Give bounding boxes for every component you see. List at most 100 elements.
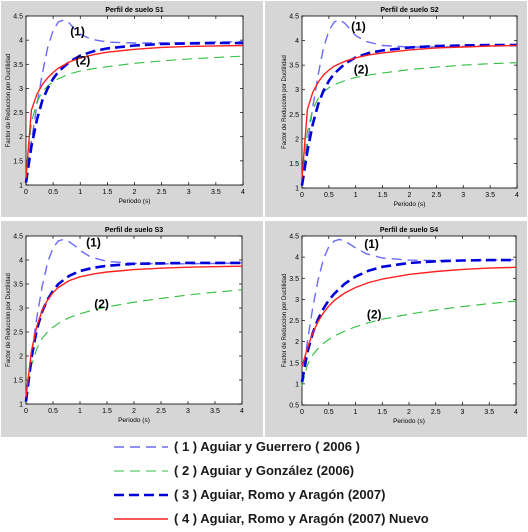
chart-panel-4: 0 0.5 1 1.5 2 2.5 3 3.5 40.511.522.533.544.5Perf… (282, 227, 518, 425)
legend-swatch-4 (114, 518, 168, 520)
series-line-2 (301, 300, 517, 387)
y-tick-label: 2 (19, 134, 23, 141)
x-tick-label: 0 (300, 192, 304, 199)
legend-label-1: ( 1 ) Aguiar y Guerrero ( 2006 ) (174, 439, 360, 454)
chart-panel-3: 0 0.5 1 1.5 2 2.5 3 3.5 4 1 1.5 2 2.5 3 3.5 4 4.5 Perfil … (6, 227, 244, 424)
plot-area (301, 235, 517, 406)
x-tick-label: 3.5 (211, 189, 221, 196)
chart-title: Perfil de suelo S1 (105, 7, 163, 14)
x-tick-label: 0 (24, 408, 28, 415)
series-line-3 (300, 258, 516, 383)
plot-area (301, 15, 518, 189)
x-tick-label: 0.5 (324, 409, 334, 416)
annotation-1: (1) (364, 237, 379, 251)
series-line-3 (300, 43, 517, 186)
x-tick-label: 1 (78, 408, 82, 415)
annotation-2: (2) (76, 53, 91, 67)
series-line-4 (301, 266, 517, 368)
x-tick-label: 2.5 (157, 189, 167, 196)
x-tick-label: 2 (408, 192, 412, 199)
series-line-1 (25, 238, 243, 402)
x-tick-label: 1 (78, 189, 82, 196)
x-tick-label: 3 (187, 189, 191, 196)
x-tick-label: 1.5 (378, 192, 388, 199)
y-tick-label: 2 (19, 354, 23, 361)
y-tick-label: 3 (19, 306, 23, 313)
legend-swatch-1 (114, 446, 168, 448)
series-line-3 (24, 41, 243, 183)
x-axis-label: Periodo (s) (393, 418, 425, 425)
legend-entry-1: ( 1 ) Aguiar y Guerrero ( 2006 ) (112, 436, 522, 460)
x-tick-label: 4 (514, 409, 518, 416)
x-tick-label: 0.5 (48, 408, 58, 415)
x-tick-label: 2.5 (432, 192, 442, 199)
x-axis-label: Periodo (s) (119, 198, 151, 205)
y-tick-label: 4.5 (289, 14, 299, 21)
x-axis-label: Periodo (s) (118, 417, 150, 424)
y-tick-label: 1 (19, 183, 23, 190)
x-tick-label: 1.5 (377, 409, 387, 416)
legend-swatch-3 (114, 493, 168, 497)
x-axis-label: Periodo (s) (394, 201, 426, 208)
y-tick-label: 1 (295, 381, 299, 388)
y-tick-label: 2 (295, 136, 299, 143)
y-tick-label: 0.5 (289, 403, 299, 410)
y-tick-label: 4 (295, 255, 299, 262)
annotation-1: (1) (86, 236, 101, 250)
series-line-2 (301, 62, 518, 186)
series-line-4 (25, 44, 244, 178)
y-tick-label: 4 (19, 258, 23, 265)
annotation-2: (2) (354, 62, 369, 76)
x-tick-label: 0.5 (324, 192, 334, 199)
legend-label-2: ( 2 ) Aguiar y González (2006) (174, 463, 355, 478)
chart-title: Perfil de suelo S3 (105, 227, 163, 234)
x-tick-label: 1.5 (102, 408, 112, 415)
x-tick-label: 2 (132, 408, 136, 415)
y-tick-label: 4 (19, 38, 23, 45)
y-tick-label: 2.5 (13, 110, 23, 117)
y-tick-label: 3.5 (13, 282, 23, 289)
y-tick-label: 4.5 (289, 234, 299, 241)
chart-panel-1: 0 0.5 1 1.5 2 2.5 3 3.5 4 1 1.5 2 2.5 3 3.5 4 4.5 Perfil … (6, 7, 245, 205)
y-tick-label: 4.5 (13, 14, 23, 21)
chart-title: Perfil de suelo S2 (380, 7, 438, 14)
series-line-4 (301, 44, 518, 179)
y-tick-label: 1 (295, 186, 299, 193)
legend-entry-2: ( 2 ) Aguiar y González (2006) (112, 460, 522, 484)
annotation-1: (1) (70, 24, 85, 38)
y-tick-label: 3.5 (289, 276, 299, 283)
legend-label-4: ( 4 ) Aguiar, Romo y Aragón (2007) Nuevo (174, 511, 429, 526)
x-tick-label: 3 (461, 409, 465, 416)
y-axis-label: Factor de Reduccion por Ductilidad (6, 273, 12, 367)
chart-panel-2: 0 0.5 1 1.5 2 2.5 3 3.5 4 1 1.5 2 2.5 3 3.5 4 4.5 Perfil … (282, 7, 519, 208)
legend: ( 1 ) Aguiar y Guerrero ( 2006 ) ( 2 ) A… (112, 436, 522, 532)
y-tick-label: 2.5 (289, 318, 299, 325)
y-tick-label: 3 (295, 87, 299, 94)
annotation-2: (2) (367, 307, 382, 321)
y-tick-label: 2.5 (13, 330, 23, 337)
x-tick-label: 0 (300, 409, 304, 416)
x-tick-label: 1 (354, 192, 358, 199)
legend-entry-3: ( 3 ) Aguiar, Romo y Aragón (2007) (112, 484, 522, 508)
y-axis-label: Factor de Reduccion por Ductilidad (282, 274, 288, 368)
y-tick-label: 3 (295, 297, 299, 304)
y-tick-label: 3.5 (289, 63, 299, 70)
legend-label-3: ( 3 ) Aguiar, Romo y Aragón (2007) (174, 487, 386, 502)
y-tick-label: 4.5 (13, 234, 23, 241)
x-tick-label: 1 (354, 409, 358, 416)
x-tick-label: 4 (241, 189, 245, 196)
x-tick-label: 3.5 (485, 192, 495, 199)
x-tick-label: 3 (461, 192, 465, 199)
legend-entry-4: ( 4 ) Aguiar, Romo y Aragón (2007) Nuevo (112, 508, 522, 532)
x-tick-label: 1.5 (103, 189, 113, 196)
series-line-2 (25, 289, 243, 402)
annotation-1: (1) (351, 20, 366, 34)
chart-title: Perfil de suelo S4 (380, 227, 438, 234)
series-line-2 (25, 55, 244, 183)
legend-swatch-2 (114, 470, 168, 472)
series-line-1 (301, 238, 517, 382)
x-tick-label: 3.5 (210, 408, 220, 415)
y-tick-label: 1 (19, 402, 23, 409)
plot-area (25, 15, 244, 186)
